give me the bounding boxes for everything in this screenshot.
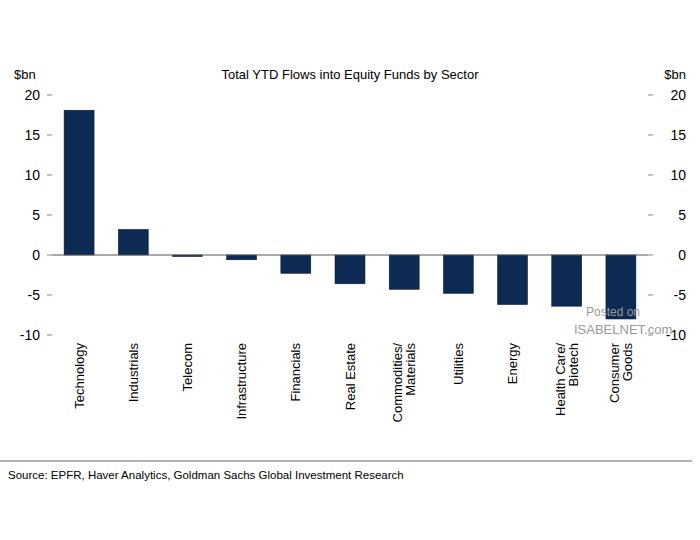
x-tick-line: Materials — [403, 343, 418, 396]
x-tick-label: Commodities/Materials — [390, 343, 418, 423]
x-tick-label: ConsumerGoods — [607, 342, 635, 403]
title: Total YTD Flows into Equity Funds by Sec… — [222, 67, 480, 82]
x-tick-group: Real Estate — [343, 343, 358, 410]
y2-tick-label: 0 — [678, 247, 686, 263]
watermark: ISABELNET.com — [574, 322, 672, 337]
y-axis-label: $bn — [14, 67, 36, 82]
y2-tick — [648, 295, 653, 296]
x-tick-line: Technology — [72, 343, 87, 409]
x-tick-label: Health Care/Biotech — [553, 343, 581, 416]
y2-tick — [648, 215, 653, 216]
y-tick-label: -5 — [28, 287, 41, 303]
zero-line — [52, 255, 648, 256]
x-tick-group: Energy — [505, 343, 520, 385]
x-tick-label: Utilities — [451, 343, 466, 385]
y-tick — [47, 255, 52, 256]
bar — [281, 255, 311, 273]
watermark: Posted on — [586, 305, 640, 319]
x-tick-group: ConsumerGoods — [607, 342, 635, 403]
x-tick-group: Industrials — [126, 343, 141, 403]
x-tick-group: Telecom — [180, 343, 195, 391]
x-tick-label: Financials — [288, 343, 303, 402]
bar — [552, 255, 582, 306]
separator — [0, 461, 692, 462]
x-tick-group: Utilities — [451, 343, 466, 385]
y-tick-label: 5 — [32, 207, 40, 223]
y-tick — [47, 295, 52, 296]
y-tick — [47, 95, 52, 96]
y2-tick-label: -5 — [674, 287, 687, 303]
y2-tick-label: 10 — [670, 167, 686, 183]
bar — [498, 255, 528, 305]
x-tick-line: Goods — [620, 343, 635, 382]
bar — [227, 255, 257, 260]
y2-tick-label: 20 — [670, 87, 686, 103]
y-tick-label: -10 — [20, 327, 40, 343]
chart: Total YTD Flows into Equity Funds by Sec… — [0, 0, 700, 540]
bar — [443, 255, 473, 293]
y-tick-label: 20 — [24, 87, 40, 103]
x-tick-label: Real Estate — [343, 343, 358, 410]
x-tick-line: Infrastructure — [234, 343, 249, 420]
y-tick — [47, 335, 52, 336]
x-tick-label: Telecom — [180, 343, 195, 391]
y2-tick-label: 15 — [670, 127, 686, 143]
y2-tick-label: 5 — [678, 207, 686, 223]
x-tick-group: Technology — [72, 343, 87, 409]
bar — [64, 110, 94, 255]
x-tick-label: Technology — [72, 343, 87, 409]
x-tick-line: Real Estate — [343, 343, 358, 410]
x-tick-group: Health Care/Biotech — [553, 343, 581, 416]
x-tick-group: Financials — [288, 343, 303, 402]
y-tick — [47, 215, 52, 216]
bar — [389, 255, 419, 289]
x-tick-group: Commodities/Materials — [390, 343, 418, 423]
y2-tick — [648, 175, 653, 176]
source: Source: EPFR, Haver Analytics, Goldman S… — [8, 469, 404, 481]
y-tick-label: 0 — [32, 247, 40, 263]
y2-tick — [648, 95, 653, 96]
x-tick-line: Telecom — [180, 343, 195, 391]
bar — [118, 229, 148, 255]
y2-tick — [648, 135, 653, 136]
y-tick — [47, 135, 52, 136]
x-tick-line: Financials — [288, 343, 303, 402]
x-tick-line: Utilities — [451, 343, 466, 385]
y-tick-label: 10 — [24, 167, 40, 183]
x-tick-group: Infrastructure — [234, 343, 249, 420]
x-tick-label: Infrastructure — [234, 343, 249, 420]
x-tick-label: Industrials — [126, 343, 141, 403]
y2-axis-label: $bn — [664, 67, 686, 82]
x-tick-line: Energy — [505, 343, 520, 385]
x-tick-line: Industrials — [126, 343, 141, 403]
x-tick-label: Energy — [505, 343, 520, 385]
y-tick-label: 15 — [24, 127, 40, 143]
y2-tick — [648, 255, 653, 256]
bar — [335, 255, 365, 284]
x-tick-line: Biotech — [566, 343, 581, 386]
y-tick — [47, 175, 52, 176]
